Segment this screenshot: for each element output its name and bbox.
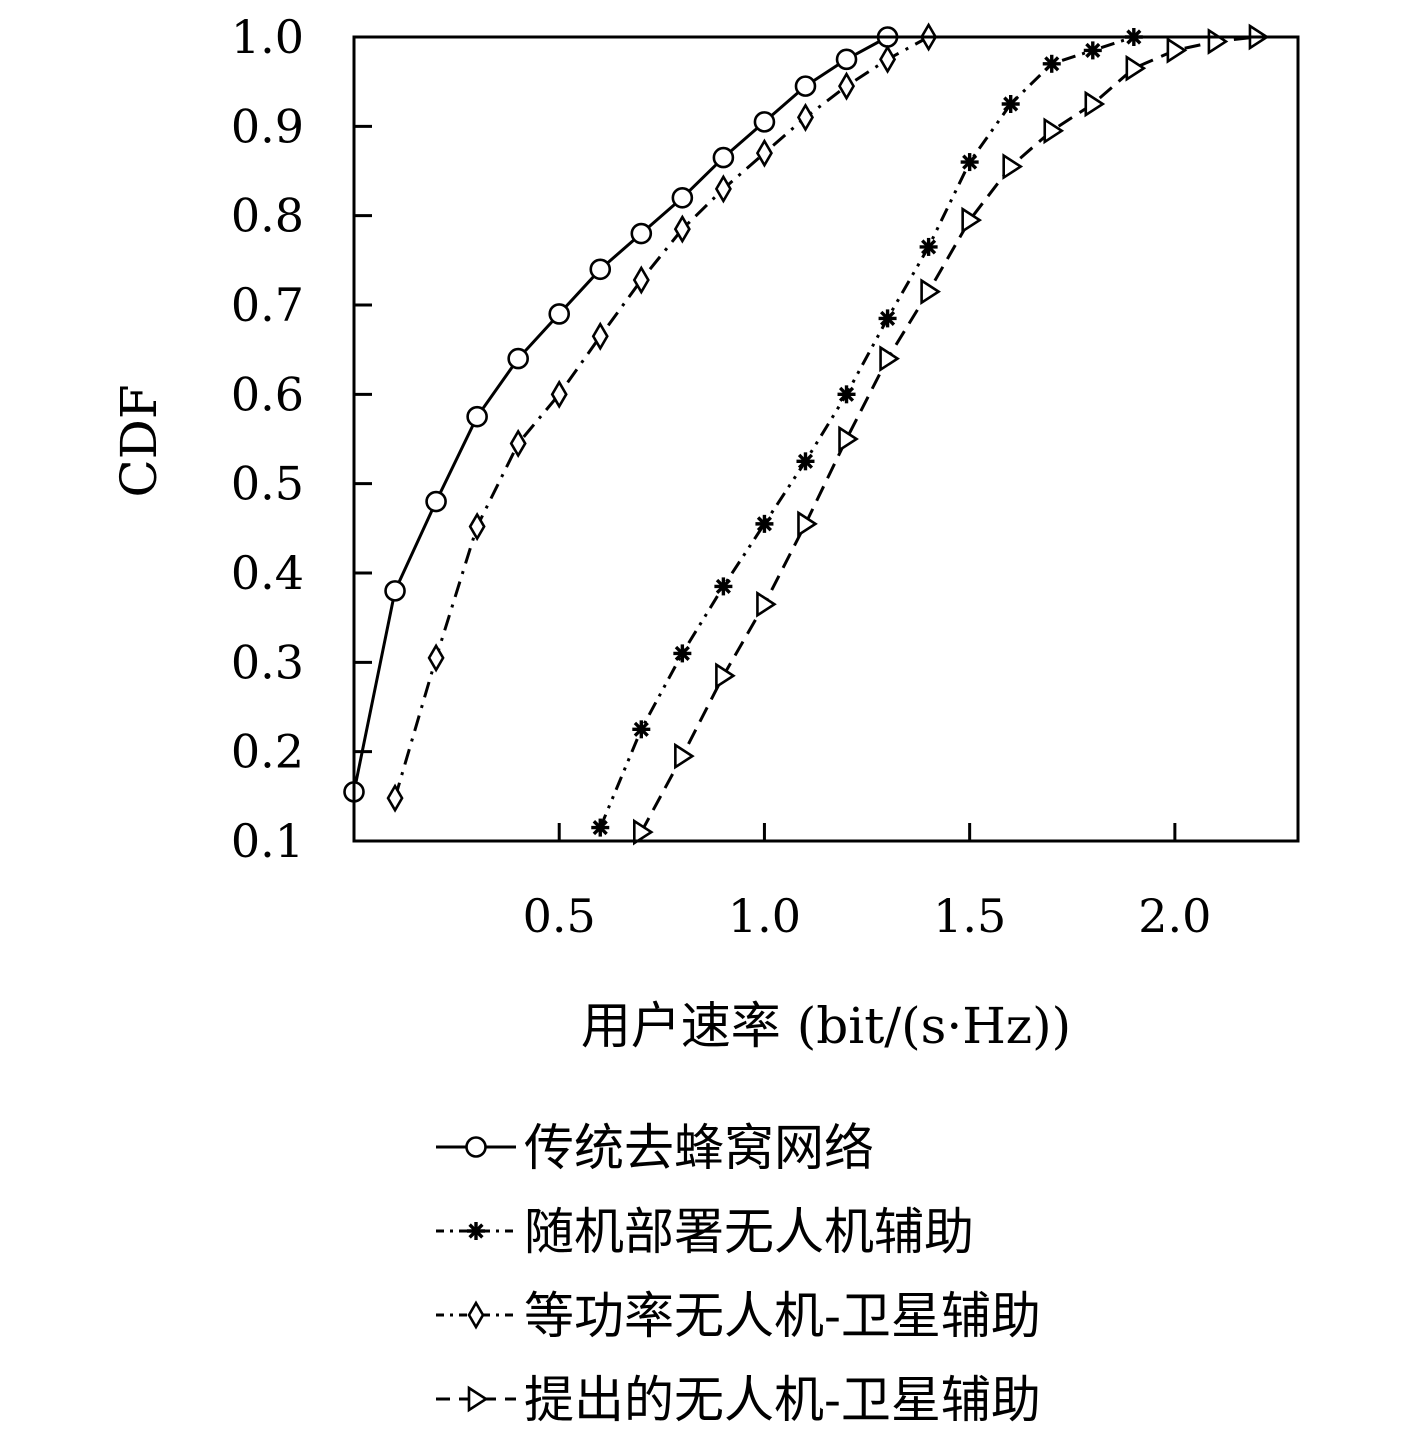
legend-marker [467,1300,485,1330]
series-line [352,35,1298,793]
data-point [468,511,486,542]
data-point [548,303,571,325]
data-point [1002,153,1024,180]
legend-item: 传统去蜂窝网络 [436,1119,874,1177]
data-point [507,347,529,370]
x-tick-label: 2.0 [1138,889,1211,943]
data-point [755,514,774,533]
data-point [1125,54,1147,82]
data-point [1084,90,1106,118]
data-point [756,590,777,618]
data-point [1166,37,1188,64]
legend-label: 传统去蜂窝网络 [524,1119,874,1177]
data-point [1043,117,1065,145]
data-point [714,174,732,204]
data-point [837,385,856,404]
data-point [509,428,527,459]
data-point [384,580,406,602]
data-point [712,146,735,169]
x-tick-label: 1.0 [728,889,801,943]
data-point [674,742,695,770]
series-layer [343,22,1298,846]
data-point [753,111,776,133]
y-tick-label: 0.7 [231,278,304,332]
data-point [879,44,897,74]
legend-label: 等功率无人机-卫星辅助 [524,1287,1041,1345]
data-point [1001,95,1020,113]
legend-item: 等功率无人机-卫星辅助 [436,1287,1041,1345]
y-tick-label: 1.0 [231,10,304,64]
data-point [591,818,610,837]
data-point [427,643,445,673]
data-point [878,309,897,328]
data-point [920,278,942,305]
data-point [1207,28,1229,55]
x-tick-label: 0.5 [523,889,596,943]
plot-frame [352,35,1300,843]
series-1 [343,26,1298,803]
x-tick-label: 1.5 [933,889,1006,943]
y-tick-label: 0.9 [231,99,304,153]
data-point [714,577,733,596]
legend-marker [465,1136,487,1158]
y-tick-label: 0.8 [231,189,304,243]
legend-item: 提出的无人机-卫星辅助 [436,1371,1041,1429]
y-tick-label: 0.1 [231,814,304,868]
data-point [591,321,609,351]
data-point [550,379,568,409]
data-point [835,48,858,71]
y-axis-title: CDF [110,384,168,497]
y-tick-label: 0.5 [231,457,304,511]
data-point [673,644,692,663]
data-point [425,490,447,513]
data-point [630,222,653,245]
data-point [673,214,691,244]
data-point [796,452,815,471]
x-axis: 0.5 1.0 1.5 2.0 [523,823,1211,943]
legend-marker [467,1385,489,1413]
data-point [1083,41,1102,60]
data-point [960,153,979,172]
series-2 [591,28,1298,837]
legend-label: 随机部署无人机辅助 [524,1203,974,1261]
x-axis-title: 用户速率 (bit/(s·Hz)) [581,997,1071,1055]
data-point [794,75,817,97]
data-point [632,720,651,739]
y-tick-label: 0.4 [231,546,304,600]
data-point [589,258,612,281]
data-point [796,102,814,132]
data-point [715,662,736,690]
data-point [755,138,773,168]
data-point [633,818,654,846]
data-point [879,345,900,372]
data-point [1042,54,1061,73]
data-point [671,187,694,209]
series-3 [386,22,970,813]
y-tick-label: 0.6 [231,367,304,421]
data-point [961,206,983,234]
data-point [919,237,938,256]
legend-label: 提出的无人机-卫星辅助 [524,1371,1041,1429]
y-axis: 0.1 0.2 0.3 0.4 0.5 0.6 0.7 0.8 0.9 1.0 [231,10,372,868]
y-tick-label: 0.2 [231,725,304,779]
legend-marker [467,1222,485,1240]
y-tick-label: 0.3 [231,635,304,689]
data-point [632,265,650,295]
series-line [639,35,1258,833]
data-point [838,425,859,453]
data-point [466,405,488,428]
data-point [838,71,856,101]
data-point [797,510,818,538]
legend-item: 随机部署无人机辅助 [436,1203,974,1261]
data-point [386,783,404,813]
